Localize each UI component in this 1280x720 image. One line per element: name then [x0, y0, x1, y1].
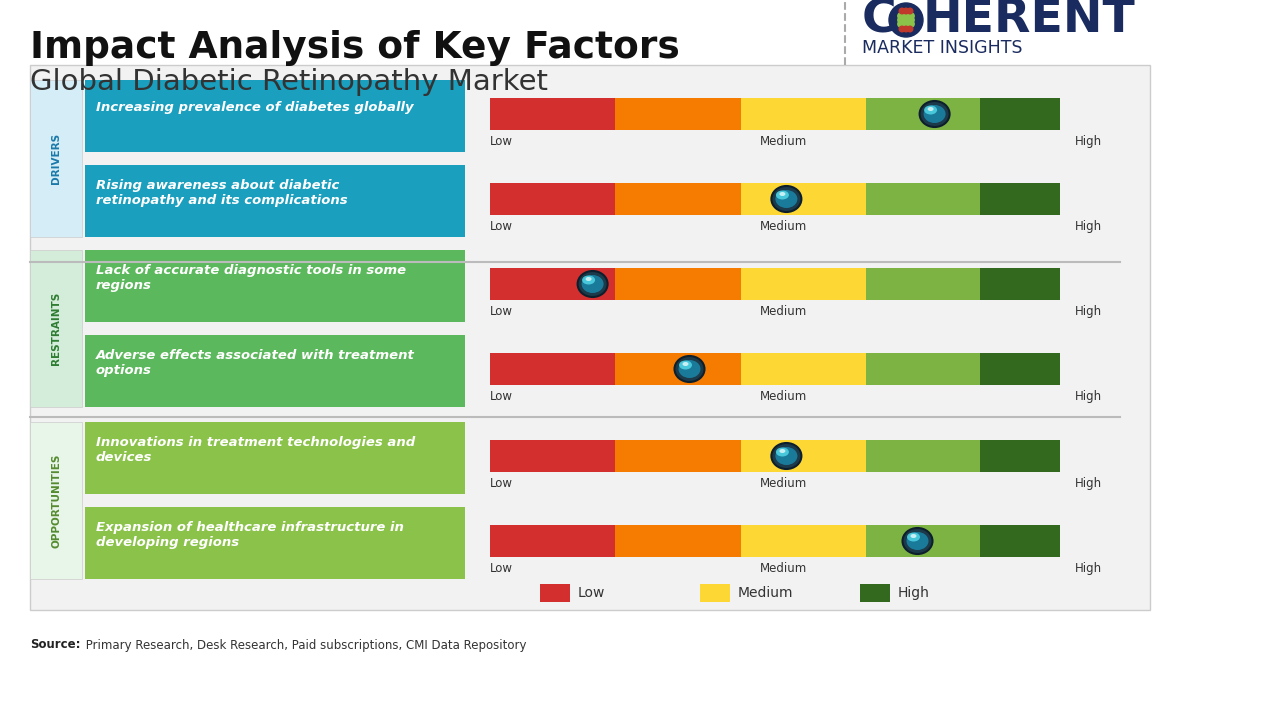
Ellipse shape — [780, 449, 786, 453]
Ellipse shape — [678, 361, 692, 369]
FancyBboxPatch shape — [980, 183, 1060, 215]
FancyBboxPatch shape — [741, 440, 867, 472]
Circle shape — [902, 13, 909, 19]
FancyBboxPatch shape — [616, 525, 741, 557]
Text: Low: Low — [490, 390, 513, 403]
Ellipse shape — [582, 276, 595, 284]
Ellipse shape — [908, 533, 920, 541]
Ellipse shape — [906, 532, 928, 550]
FancyBboxPatch shape — [616, 183, 741, 215]
Circle shape — [904, 8, 909, 14]
Circle shape — [890, 3, 923, 37]
Ellipse shape — [924, 106, 937, 114]
Ellipse shape — [776, 190, 797, 208]
Text: Adverse effects associated with treatment
options: Adverse effects associated with treatmen… — [96, 349, 415, 377]
FancyBboxPatch shape — [616, 353, 741, 385]
Circle shape — [908, 8, 913, 14]
Text: Primary Research, Desk Research, Paid subscriptions, CMI Data Repository: Primary Research, Desk Research, Paid su… — [82, 639, 526, 652]
Circle shape — [902, 21, 909, 27]
FancyBboxPatch shape — [741, 183, 867, 215]
FancyBboxPatch shape — [867, 98, 980, 130]
Circle shape — [908, 21, 914, 27]
Ellipse shape — [928, 107, 933, 111]
FancyBboxPatch shape — [29, 250, 82, 407]
Circle shape — [900, 26, 905, 32]
Text: High: High — [1075, 390, 1102, 403]
Ellipse shape — [776, 448, 788, 456]
Ellipse shape — [577, 271, 608, 297]
FancyBboxPatch shape — [867, 183, 980, 215]
Ellipse shape — [581, 275, 604, 293]
FancyBboxPatch shape — [84, 165, 465, 237]
FancyBboxPatch shape — [84, 250, 465, 322]
Ellipse shape — [910, 534, 916, 538]
Ellipse shape — [902, 528, 933, 554]
Ellipse shape — [772, 186, 801, 212]
Text: Lack of accurate diagnostic tools in some
regions: Lack of accurate diagnostic tools in som… — [96, 264, 406, 292]
FancyBboxPatch shape — [980, 525, 1060, 557]
Text: Rising awareness about diabetic
retinopathy and its complications: Rising awareness about diabetic retinopa… — [96, 179, 348, 207]
Ellipse shape — [678, 360, 700, 378]
Text: High: High — [1075, 220, 1102, 233]
Text: Innovations in treatment technologies and
devices: Innovations in treatment technologies an… — [96, 436, 415, 464]
Text: Low: Low — [490, 562, 513, 575]
Text: OPPORTUNITIES: OPPORTUNITIES — [51, 454, 61, 548]
FancyBboxPatch shape — [980, 268, 1060, 300]
FancyBboxPatch shape — [980, 353, 1060, 385]
Circle shape — [908, 17, 914, 23]
Text: Medium: Medium — [760, 220, 808, 233]
FancyBboxPatch shape — [490, 353, 616, 385]
FancyBboxPatch shape — [490, 525, 616, 557]
Text: Medium: Medium — [739, 586, 794, 600]
FancyBboxPatch shape — [490, 440, 616, 472]
FancyBboxPatch shape — [490, 98, 616, 130]
Circle shape — [904, 26, 909, 32]
Circle shape — [900, 8, 905, 14]
FancyBboxPatch shape — [860, 584, 890, 602]
Text: Medium: Medium — [760, 390, 808, 403]
Ellipse shape — [776, 447, 797, 465]
FancyBboxPatch shape — [741, 525, 867, 557]
Circle shape — [902, 17, 909, 23]
Text: Global Diabetic Retinopathy Market: Global Diabetic Retinopathy Market — [29, 68, 548, 96]
Ellipse shape — [586, 277, 591, 281]
Text: Low: Low — [579, 586, 605, 600]
FancyBboxPatch shape — [616, 440, 741, 472]
Circle shape — [908, 13, 914, 19]
Text: RESTRAINTS: RESTRAINTS — [51, 292, 61, 365]
FancyBboxPatch shape — [616, 268, 741, 300]
FancyBboxPatch shape — [700, 584, 730, 602]
Text: High: High — [1075, 305, 1102, 318]
Text: Medium: Medium — [760, 562, 808, 575]
Text: Increasing prevalence of diabetes globally: Increasing prevalence of diabetes global… — [96, 102, 413, 114]
Text: DRIVERS: DRIVERS — [51, 133, 61, 184]
Text: Low: Low — [490, 135, 513, 148]
FancyBboxPatch shape — [490, 268, 616, 300]
FancyBboxPatch shape — [980, 98, 1060, 130]
Ellipse shape — [780, 192, 786, 196]
FancyBboxPatch shape — [29, 65, 1149, 610]
Circle shape — [897, 21, 904, 27]
Text: Impact Analysis of Key Factors: Impact Analysis of Key Factors — [29, 30, 680, 66]
FancyBboxPatch shape — [490, 183, 616, 215]
Circle shape — [897, 17, 904, 23]
FancyBboxPatch shape — [540, 584, 570, 602]
Ellipse shape — [675, 356, 704, 382]
FancyBboxPatch shape — [867, 440, 980, 472]
Text: High: High — [1075, 135, 1102, 148]
FancyBboxPatch shape — [616, 98, 741, 130]
Text: Medium: Medium — [760, 135, 808, 148]
FancyBboxPatch shape — [867, 525, 980, 557]
FancyBboxPatch shape — [84, 507, 465, 579]
FancyBboxPatch shape — [867, 268, 980, 300]
Text: Source:: Source: — [29, 639, 81, 652]
Text: Low: Low — [490, 477, 513, 490]
FancyBboxPatch shape — [867, 353, 980, 385]
Text: Low: Low — [490, 305, 513, 318]
Circle shape — [908, 26, 913, 32]
Text: High: High — [899, 586, 929, 600]
Text: MARKET INSIGHTS: MARKET INSIGHTS — [861, 39, 1023, 57]
Text: High: High — [1075, 477, 1102, 490]
Text: Expansion of healthcare infrastructure in
developing regions: Expansion of healthcare infrastructure i… — [96, 521, 404, 549]
